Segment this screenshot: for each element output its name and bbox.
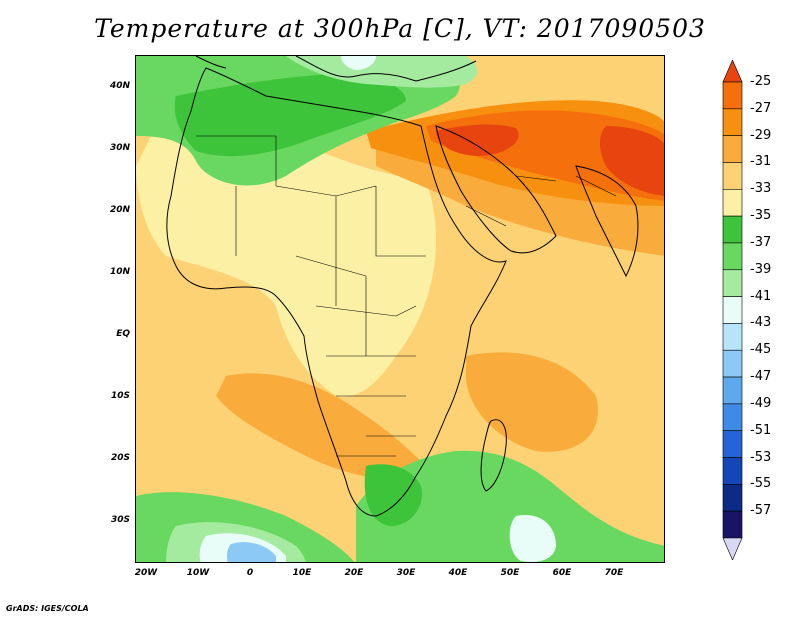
colorbar-swatch (722, 349, 743, 378)
arabia-coastline (435, 125, 557, 254)
coastlines (166, 56, 639, 517)
colorbar-tick-label: -33 (750, 181, 772, 197)
map-panel (135, 55, 665, 563)
colorbar-swatch (722, 215, 743, 244)
lat-label: 20S (110, 453, 130, 463)
lat-label: 20N (109, 205, 130, 215)
colorbar-swatch (722, 188, 743, 217)
colorbar-swatch (722, 296, 743, 324)
field-green-south (356, 450, 664, 562)
colorbar-swatch (722, 81, 743, 110)
lat-label: 10S (110, 391, 130, 401)
field-pale-cyan-southeast (509, 515, 556, 562)
lon-label: 20W (134, 568, 158, 578)
lon-label: 60E (552, 568, 572, 578)
field-green-south-dark (364, 464, 422, 526)
colorbar-swatch (722, 430, 743, 458)
colorbar-tick-label: -51 (750, 422, 772, 438)
colorbar-swatch (722, 242, 743, 271)
field-light-green-north (286, 56, 478, 88)
colorbar-tick-label: -49 (750, 395, 772, 411)
lon-label: 0 (246, 568, 254, 578)
colorbar-tick-label: -39 (750, 261, 772, 277)
colorbar-tick-label: -25 (750, 74, 772, 89)
colorbar-swatch (722, 484, 743, 512)
madagascar-coastline (480, 419, 507, 492)
chart-title: Temperature at 300hPa [C], VT: 201709050… (94, 14, 706, 43)
lat-label: 10N (109, 267, 130, 277)
lat-label: EQ (116, 329, 130, 339)
colorbar-swatch (722, 376, 743, 405)
colorbar-tick-label: -41 (750, 288, 772, 304)
india-coastline (575, 165, 639, 278)
field-mid-orange (466, 352, 598, 452)
field-pale-cyan-north (341, 56, 376, 70)
colorbar-tick-label: -47 (750, 369, 772, 385)
colorbar (722, 60, 743, 560)
colorbar-swatch (722, 510, 743, 539)
europe-coastline (195, 56, 477, 82)
colorbar-tick-label: -31 (750, 154, 772, 170)
colorbar-tick-label: -29 (750, 127, 772, 143)
field-green-north-dark (174, 74, 406, 157)
colorbar-swatch (722, 457, 743, 485)
colorbar-top-arrow (722, 60, 743, 83)
colorbar-swatch (722, 403, 743, 432)
lat-label: 40N (109, 81, 130, 91)
lon-label: 20E (344, 568, 364, 578)
colorbar-bottom-arrow (722, 537, 743, 560)
colorbar-swatch (722, 269, 743, 297)
lon-label: 40E (448, 568, 468, 578)
field-mid-orange (216, 373, 436, 480)
country-borders (196, 135, 617, 457)
colorbar-tick-label: -53 (750, 449, 772, 465)
lat-label: 30N (109, 143, 130, 153)
lon-label: 30E (396, 568, 416, 578)
footer-credit: GrADS: IGES/COLA (6, 604, 89, 613)
field-pale-yellow (136, 119, 436, 397)
field-hot-core (436, 124, 664, 196)
colorbar-tick-label: -57 (750, 503, 772, 519)
colorbar-tick-label: -27 (750, 100, 772, 116)
lon-label: 10E (292, 568, 312, 578)
temperature-map (136, 56, 664, 562)
colorbar-swatch (722, 108, 743, 136)
colorbar-tick-label: -43 (750, 315, 772, 331)
lat-label: 30S (110, 515, 130, 525)
colorbar-swatch (722, 135, 743, 163)
africa-coastline (166, 67, 507, 517)
colorbar-tick-label: -35 (750, 208, 772, 224)
lon-label: 50E (500, 568, 520, 578)
lon-label: 10W (186, 568, 210, 578)
field-blue-southwest (227, 542, 276, 562)
colorbar-swatch (722, 162, 743, 190)
lon-label: 70E (604, 568, 624, 578)
colorbar-tick-label: -37 (750, 234, 772, 250)
colorbar-tick-label: -55 (750, 476, 772, 492)
colorbar-tick-label: -45 (750, 342, 772, 358)
colorbar-swatch (722, 323, 743, 351)
